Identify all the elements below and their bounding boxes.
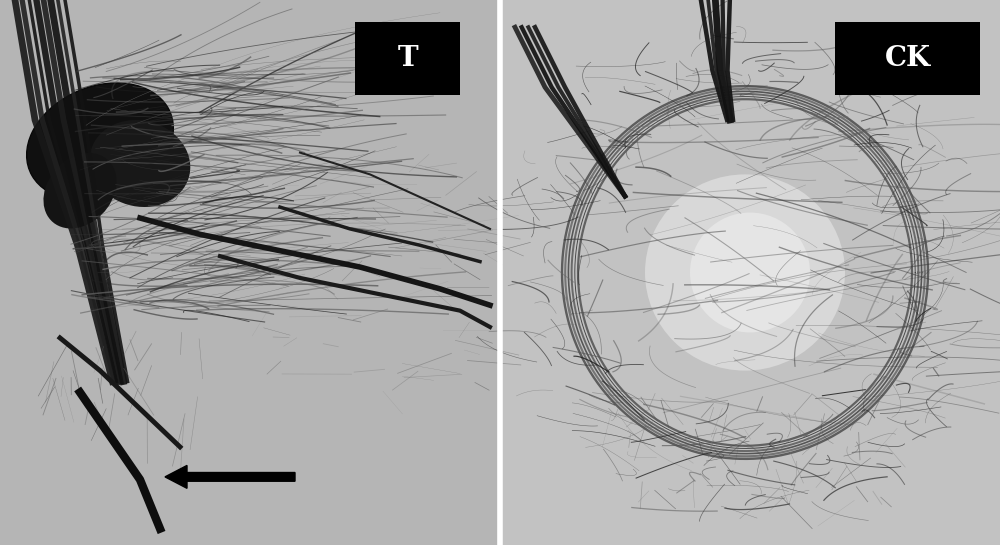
Bar — [503, 0, 1000, 545]
Ellipse shape — [27, 83, 173, 201]
Ellipse shape — [90, 120, 190, 207]
Ellipse shape — [645, 174, 845, 371]
Bar — [835, 22, 980, 95]
Ellipse shape — [43, 153, 117, 228]
FancyArrow shape — [165, 465, 295, 488]
Bar — [0, 0, 497, 545]
Text: CK: CK — [885, 45, 931, 72]
Ellipse shape — [690, 213, 810, 332]
Bar — [355, 22, 460, 95]
Text: T: T — [398, 45, 418, 72]
